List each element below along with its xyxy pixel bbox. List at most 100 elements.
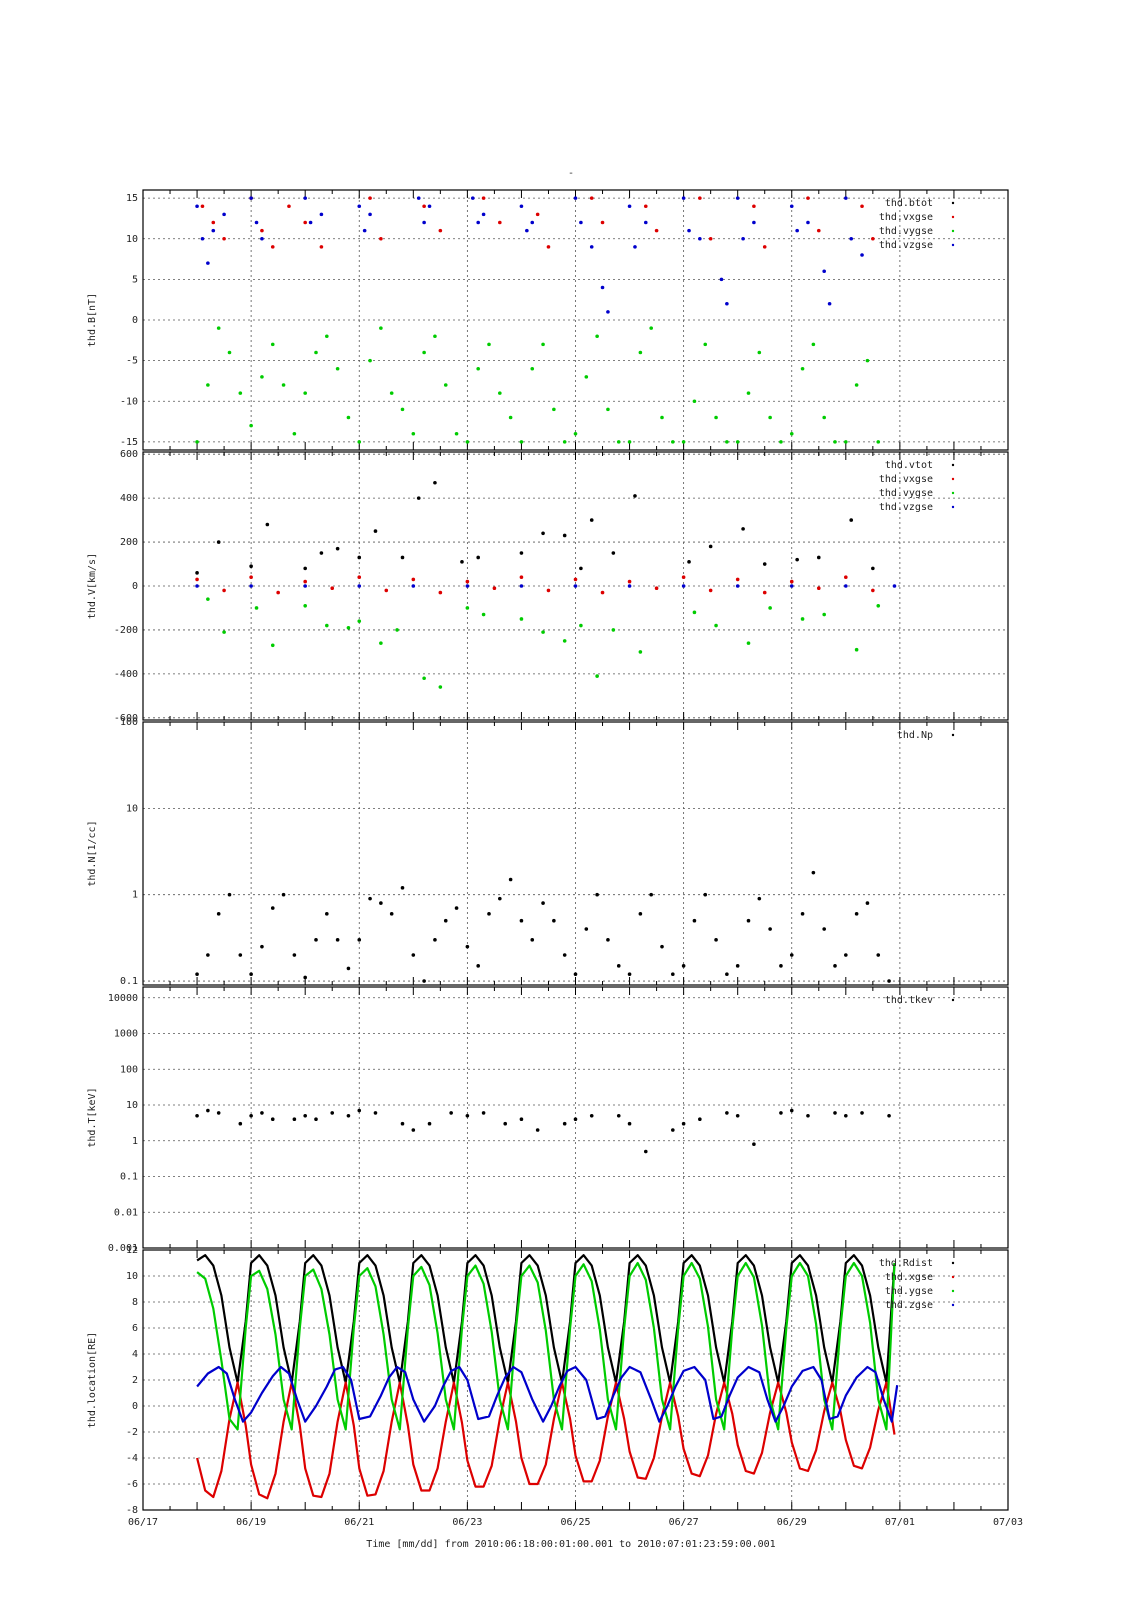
data-point xyxy=(287,204,291,209)
legend-marker xyxy=(951,505,955,509)
data-point xyxy=(822,927,826,931)
y-tick-label: -200 xyxy=(114,625,138,636)
y-tick-label: -4 xyxy=(126,1453,138,1464)
data-point xyxy=(319,245,324,249)
legend-label: thd.vzgse xyxy=(879,502,933,513)
y-tick-label: 15 xyxy=(126,193,138,204)
data-point xyxy=(562,1121,567,1126)
data-point xyxy=(573,431,578,436)
y-tick-label: 0 xyxy=(132,581,138,592)
data-point xyxy=(481,612,486,617)
panel-frame xyxy=(142,1249,1009,1511)
panel-frame xyxy=(142,189,1009,451)
data-point xyxy=(762,590,767,595)
data-point xyxy=(789,579,794,584)
data-point xyxy=(795,228,799,233)
data-point xyxy=(389,912,394,916)
data-point xyxy=(698,196,702,200)
legend-marker xyxy=(951,1261,955,1265)
panel-4: -8 -6 -4 -2 0 2 4 6 8 10 12 thd.location[RE] thd.Rdi… xyxy=(87,1245,1009,1516)
data-point xyxy=(681,964,686,968)
data-point xyxy=(433,938,437,942)
data-point xyxy=(503,1121,508,1126)
data-layer xyxy=(195,480,897,689)
data-point xyxy=(762,245,767,249)
data-point xyxy=(573,196,578,200)
data-point xyxy=(249,564,253,569)
data-point xyxy=(600,285,605,290)
data-point xyxy=(508,877,513,882)
data-point xyxy=(708,236,713,241)
data-point xyxy=(422,979,426,983)
data-point xyxy=(725,301,729,306)
data-point xyxy=(806,220,810,225)
data-point xyxy=(638,650,643,654)
data-point xyxy=(833,1111,837,1115)
data-point xyxy=(546,588,551,593)
data-point xyxy=(335,938,340,942)
data-point xyxy=(892,584,897,588)
data-point xyxy=(811,870,816,875)
data-point xyxy=(346,966,351,971)
data-point xyxy=(546,245,551,249)
data-point xyxy=(811,342,816,347)
data-point xyxy=(746,391,751,395)
data-layer xyxy=(196,1254,899,1500)
data-point xyxy=(303,566,307,571)
data-point xyxy=(460,560,464,564)
data-point xyxy=(357,619,362,623)
panel-1: -600 -400 -200 0 200 400 600 thd.V[km/s] thd.vto… xyxy=(87,449,1009,724)
data-point xyxy=(876,953,881,957)
data-point xyxy=(379,901,383,905)
x-tick-label: 06/25 xyxy=(560,1517,590,1528)
data-point xyxy=(249,196,253,200)
data-point xyxy=(649,892,653,897)
data-layer xyxy=(195,196,881,444)
x-tick-label: 06/27 xyxy=(669,1517,699,1528)
data-point xyxy=(741,236,745,241)
data-point xyxy=(627,204,632,209)
data-point xyxy=(616,964,621,968)
data-point xyxy=(314,938,318,942)
data-point xyxy=(600,220,605,225)
y-tick-label: 400 xyxy=(120,493,138,504)
data-point xyxy=(357,1108,362,1113)
data-point xyxy=(476,555,480,560)
data-point xyxy=(411,431,416,436)
y-tick-label: 12 xyxy=(126,1245,138,1256)
data-point xyxy=(589,196,594,200)
data-layer xyxy=(195,1108,891,1154)
data-point xyxy=(362,228,367,233)
data-point xyxy=(368,196,372,200)
data-point xyxy=(519,575,524,580)
data-point xyxy=(449,1111,453,1115)
data-point xyxy=(303,196,307,200)
data-point xyxy=(735,1113,740,1118)
data-point xyxy=(427,204,432,209)
series-line xyxy=(196,1365,899,1423)
legend-label: thd.btot xyxy=(885,198,933,209)
data-point xyxy=(260,375,264,379)
data-point xyxy=(779,440,783,444)
panel-2: 0.1 1 10 100 thd.N[1/cc] thd.Np xyxy=(87,717,1009,987)
data-point xyxy=(373,529,378,533)
data-point xyxy=(281,892,286,897)
data-point xyxy=(530,938,535,942)
data-point xyxy=(865,901,870,905)
data-point xyxy=(584,927,589,931)
data-point xyxy=(844,196,848,200)
data-point xyxy=(270,643,275,648)
data-point xyxy=(487,342,491,347)
data-point xyxy=(270,1117,275,1122)
y-tick-label: 10 xyxy=(126,234,138,245)
data-point xyxy=(270,906,275,910)
data-point xyxy=(346,1113,351,1118)
data-point xyxy=(849,518,854,522)
data-point xyxy=(292,431,297,436)
data-point xyxy=(400,407,405,412)
data-point xyxy=(573,577,578,582)
legend-marker xyxy=(951,243,955,247)
data-point xyxy=(465,944,470,949)
y-tick-label: 0.1 xyxy=(120,1172,138,1183)
y-tick-label: -6 xyxy=(126,1479,138,1490)
